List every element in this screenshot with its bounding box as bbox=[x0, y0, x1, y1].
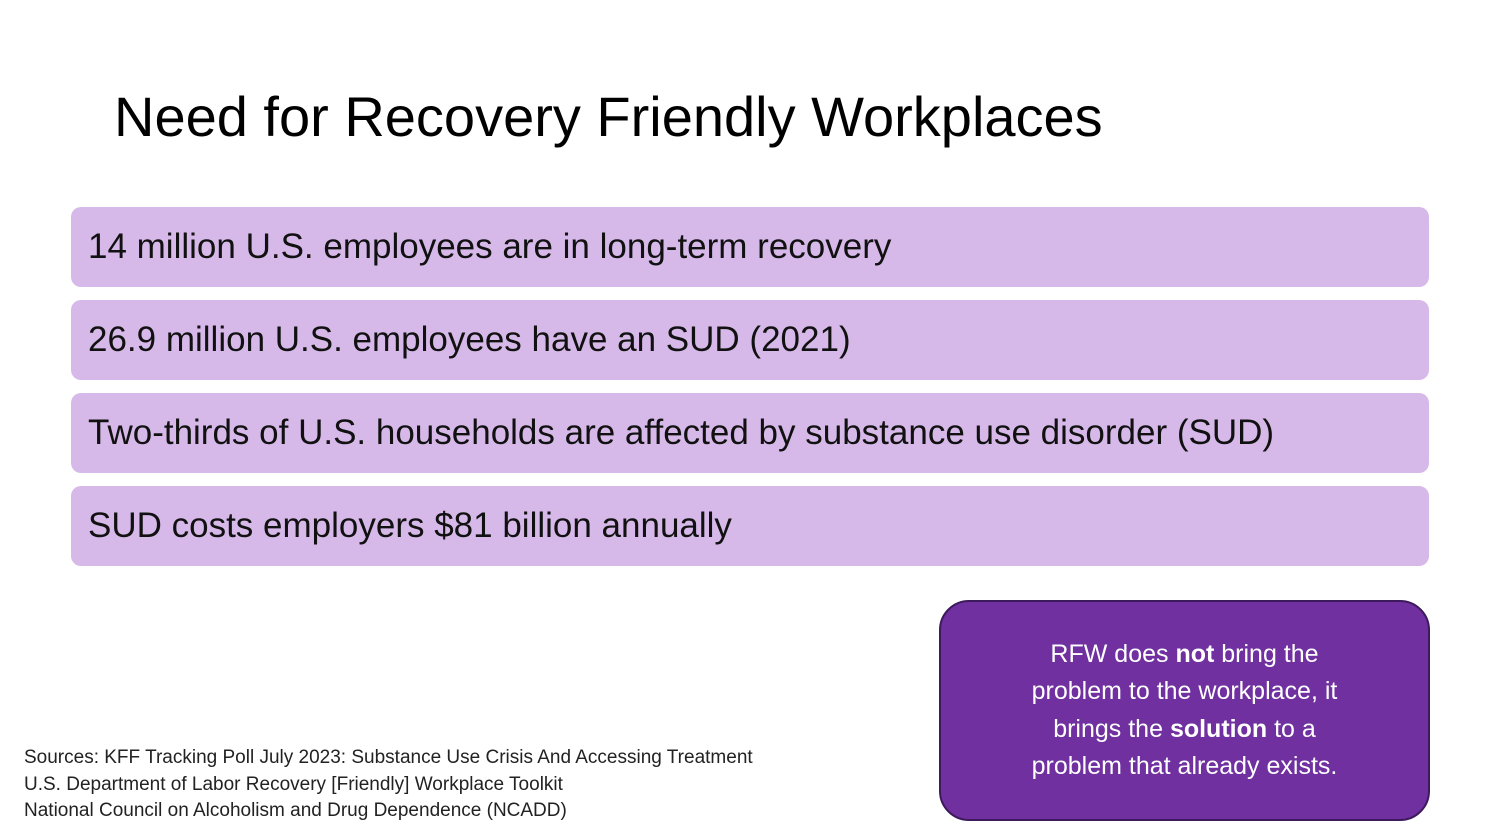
callout-line: brings the solution to a bbox=[1053, 711, 1316, 749]
callout-bold: not bbox=[1175, 639, 1215, 668]
item-box: Two-thirds of U.S. households are affect… bbox=[71, 393, 1429, 473]
callout-text: problem that already exists. bbox=[1031, 752, 1338, 780]
callout-text: bring the bbox=[1214, 639, 1319, 668]
source-line: Sources: KFF Tracking Poll July 2023: Su… bbox=[24, 747, 753, 768]
callout-bold: solution bbox=[1169, 714, 1268, 743]
callout-line: problem that already exists. bbox=[1032, 748, 1338, 786]
slide-title: Need for Recovery Friendly Workplaces bbox=[114, 85, 1103, 148]
callout-line: RFW does not bring the bbox=[1050, 636, 1318, 674]
callout-line: problem to the workplace, it bbox=[1032, 673, 1338, 711]
item-box: SUD costs employers $81 billion annually bbox=[71, 486, 1429, 566]
callout-text: to a bbox=[1267, 714, 1316, 743]
callout-text: RFW does bbox=[1050, 639, 1176, 668]
source-line: National Council on Alcoholism and Drug … bbox=[24, 800, 567, 821]
callout-text: brings the bbox=[1053, 714, 1170, 743]
sources: Sources: KFF Tracking Poll July 2023: Su… bbox=[24, 745, 753, 825]
source-line: U.S. Department of Labor Recovery [Frien… bbox=[24, 773, 563, 795]
item-box: 14 million U.S. employees are in long-te… bbox=[71, 207, 1429, 287]
callout: RFW does not bring the problem to the wor… bbox=[939, 600, 1430, 821]
callout-text: problem to the workplace, it bbox=[1031, 677, 1338, 705]
item-box: 26.9 million U.S. employees have an SUD … bbox=[71, 300, 1429, 380]
